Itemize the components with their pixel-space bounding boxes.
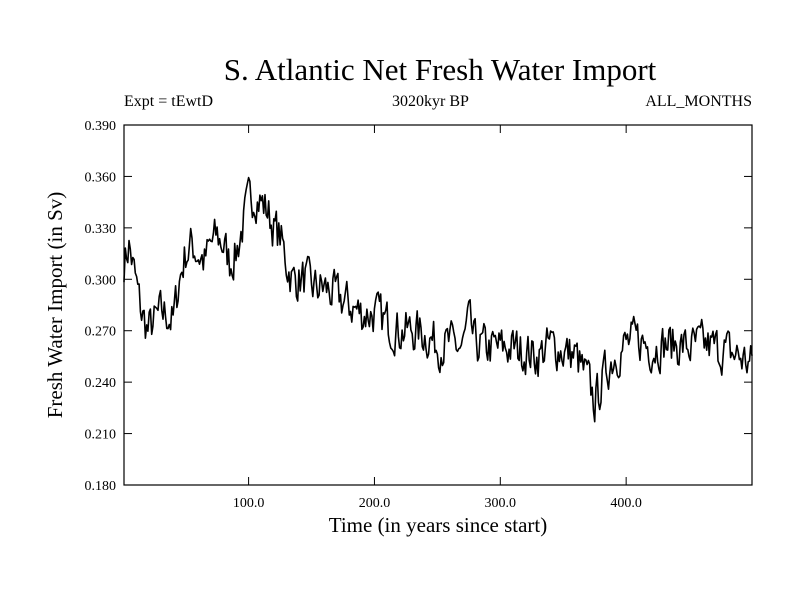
y-tick-label: 0.270: [85, 325, 117, 340]
series-line: [123, 176, 753, 423]
y-tick-label: 0.360: [85, 170, 117, 185]
y-tick-label: 0.210: [85, 428, 117, 443]
y-tick-label: 0.300: [85, 273, 117, 288]
chart-title: S. Atlantic Net Fresh Water Import: [223, 52, 657, 87]
y-tick-label: 0.330: [85, 222, 117, 237]
x-tick-label: 300.0: [485, 496, 517, 511]
experiment-label: Expt = tEwtD: [124, 93, 214, 110]
period-label: 3020kyr BP: [392, 93, 469, 110]
x-tick-label: 200.0: [359, 496, 391, 511]
plot-frame: [123, 124, 753, 486]
months-label: ALL_MONTHS: [645, 93, 752, 110]
y-axis: 0.180 0.210 0.240 0.270 0.300 0.330 0.360 0.390: [85, 119, 752, 494]
x-tick-label: 100.0: [233, 496, 265, 511]
x-axis-label: Time (in years since start): [329, 513, 548, 537]
x-axis: 100.0 200.0 300.0 400.0: [233, 125, 642, 511]
x-tick-label: 400.0: [610, 496, 642, 511]
y-tick-label: 0.390: [85, 119, 117, 134]
y-axis-label: Fresh Water Import (in Sv): [43, 192, 67, 419]
y-tick-label: 0.240: [85, 376, 117, 391]
y-tick-label: 0.180: [85, 479, 117, 494]
